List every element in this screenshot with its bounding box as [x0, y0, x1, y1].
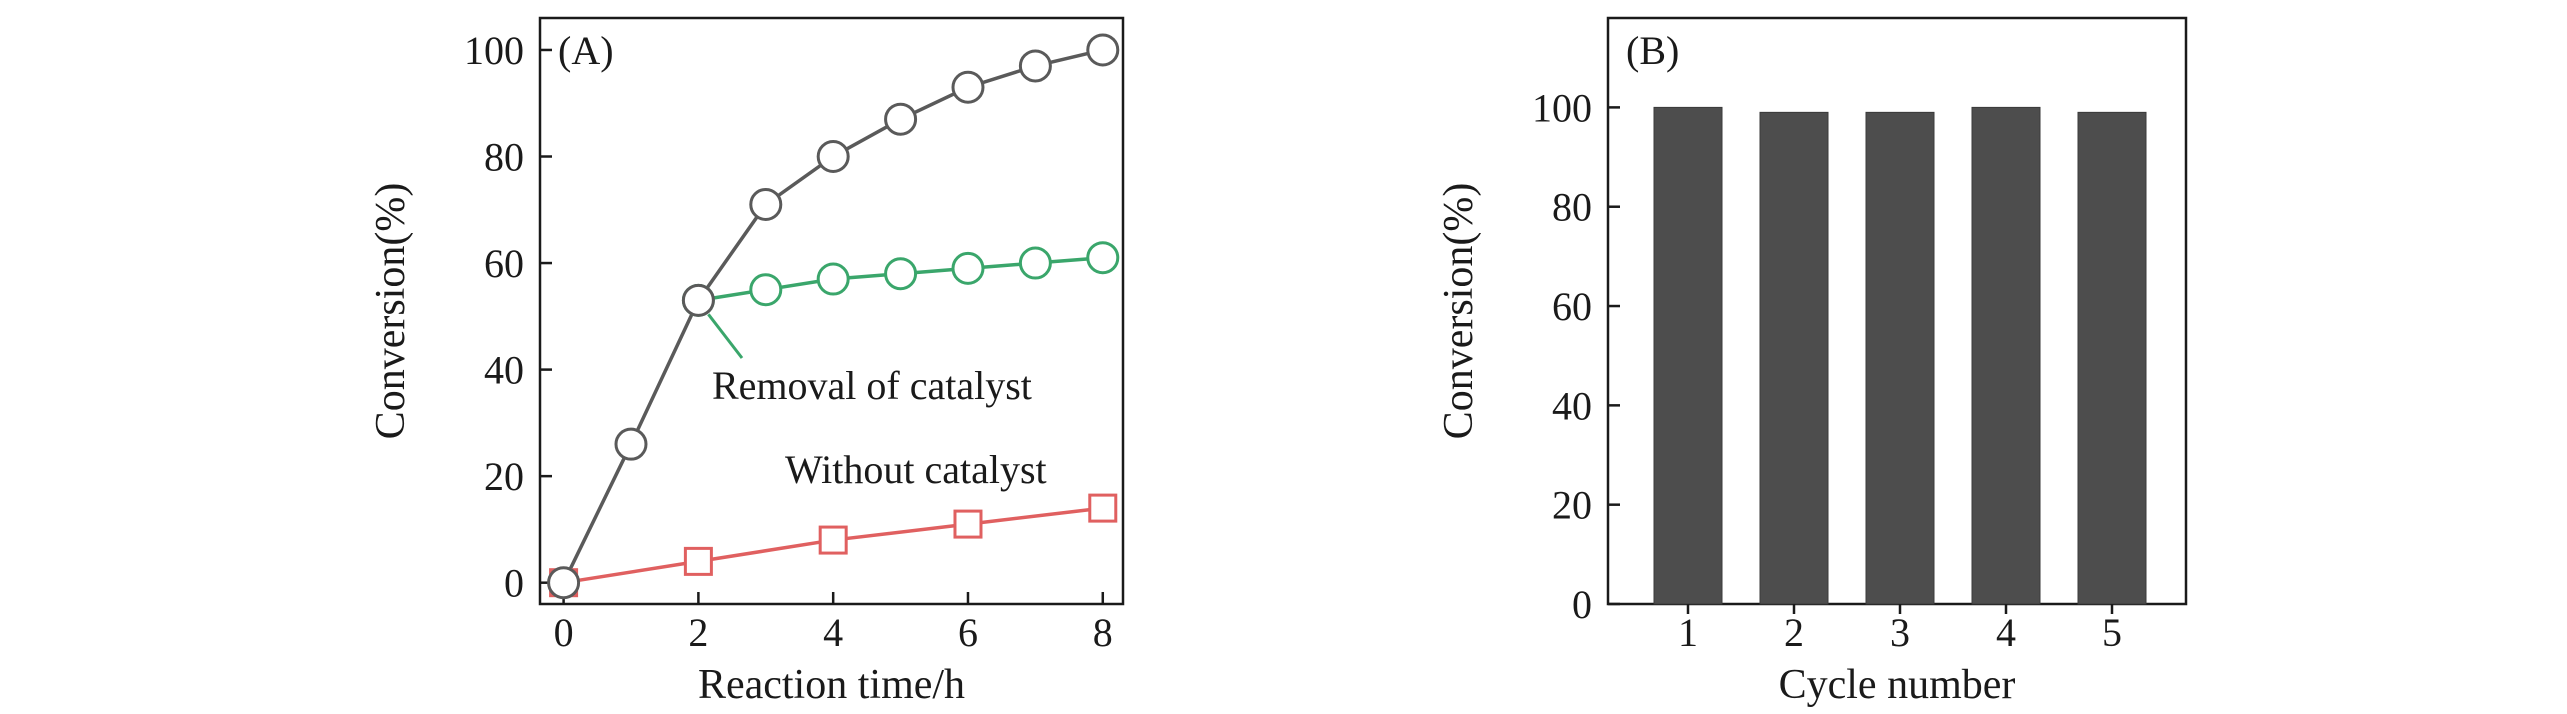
x-tick-label: 3: [1890, 610, 1910, 655]
bar: [2077, 111, 2147, 605]
series-1-point: [951, 251, 985, 285]
x-tick-label: 6: [958, 610, 978, 655]
series-1-point: [749, 273, 783, 307]
x-tick-label: 8: [1093, 610, 1113, 655]
y-axis-label: Conversion(%): [368, 183, 414, 440]
series-1-point: [1086, 241, 1120, 275]
series-0-point: [1086, 33, 1120, 67]
x-tick-label: 4: [1996, 610, 2016, 655]
series-0-point: [816, 140, 850, 174]
x-tick-label: 1: [1678, 610, 1698, 655]
series-2-point: [953, 509, 983, 539]
series-0-point: [749, 187, 783, 221]
series-2-point: [818, 525, 848, 555]
y-tick-label: 80: [1552, 185, 1592, 230]
y-tick-label: 100: [464, 28, 524, 73]
annotation-leader-line: [707, 313, 744, 359]
series-1-point: [816, 262, 850, 296]
series-0-point: [547, 566, 581, 600]
y-tick-label: 0: [504, 561, 524, 606]
x-tick-label: 4: [823, 610, 843, 655]
y-axis-label: Conversion(%): [1436, 183, 1482, 440]
y-tick-label: 0: [1572, 582, 1592, 627]
series-0-point: [681, 283, 715, 317]
panel-b-recycling-bar-chart: 0 20 40 60 80 100 1 2 3 4 5 Cycle number Conversion(…: [1436, 16, 2188, 708]
x-tick-label: 2: [1784, 610, 1804, 655]
series-0-line: [562, 48, 1104, 584]
y-tick-label: 80: [484, 135, 524, 180]
x-tick-label: 0: [554, 610, 574, 655]
y-tick-label: 60: [1552, 284, 1592, 329]
x-axis-label: Reaction time/h: [698, 662, 965, 708]
series-2-point: [1088, 493, 1118, 523]
y-tick-label: 20: [484, 454, 524, 499]
bar: [1653, 106, 1723, 605]
y-tick-label: 20: [1552, 483, 1592, 528]
annotation-without-catalyst: Without catalyst: [785, 447, 1047, 492]
x-tick-label: 2: [688, 610, 708, 655]
series-0-point: [951, 70, 985, 104]
series-0-point: [884, 102, 918, 136]
series-0-point: [1018, 49, 1052, 83]
bar: [1865, 111, 1935, 605]
annotation-removal-of-catalyst: Removal of catalyst: [712, 363, 1032, 408]
series-1-point: [1018, 246, 1052, 280]
bar: [1759, 111, 1829, 605]
series-1-point: [884, 257, 918, 291]
y-tick-label: 100: [1532, 85, 1592, 130]
y-tick-label: 40: [484, 348, 524, 393]
x-tick-label: 5: [2102, 610, 2122, 655]
panel-a-frame: [538, 16, 1125, 606]
y-tick-label: 40: [1552, 383, 1592, 428]
panel-label: (B): [1626, 28, 1679, 73]
panel-label: (A): [558, 28, 614, 73]
y-tick-label: 60: [484, 241, 524, 286]
bar: [1971, 106, 2041, 605]
series-2-point: [683, 546, 713, 576]
series-0-point: [614, 427, 648, 461]
x-axis-label: Cycle number: [1779, 662, 2016, 708]
